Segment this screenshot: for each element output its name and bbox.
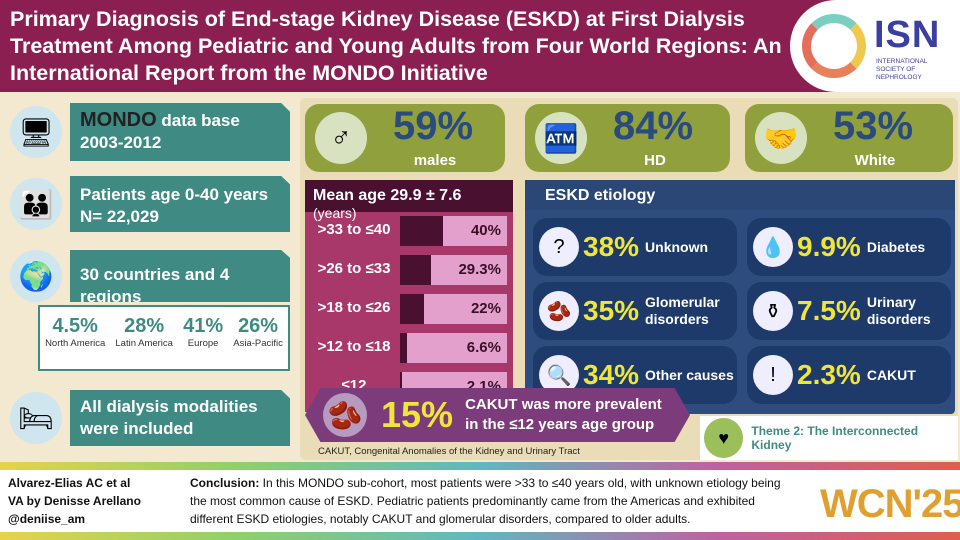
page-title: Primary Diagnosis of End-stage Kidney Di…: [10, 7, 782, 85]
male-symbol-icon: ♂: [315, 112, 367, 164]
age-bar: 22%: [400, 294, 507, 324]
age-title: Mean age 29.9 ± 7.6 (years): [305, 180, 513, 221]
age-value: 29.3%: [458, 261, 501, 278]
age-value: 40%: [470, 222, 501, 239]
region-north-america: 4.5% North America: [45, 315, 106, 349]
cakut-highlight: 🫘 15% CAKUT was more prevalent in the ≤12…: [305, 388, 690, 442]
age-bar-fill: [400, 216, 443, 246]
age-bar: 6.6%: [400, 333, 507, 363]
age-label: >33 to ≤40: [317, 221, 391, 238]
age-bar: 40%: [400, 216, 507, 246]
isn-ring-icon: [802, 14, 866, 78]
regions-box: 4.5% North America 28% Latin America 41% Eu…: [38, 305, 290, 371]
age-value: 22%: [470, 300, 501, 317]
modalities-box: All dialysis modalities were included: [70, 390, 290, 446]
age-bar-fill: [400, 333, 408, 363]
stat-white: 🤝 53% White: [745, 104, 953, 172]
age-bar-fill: [400, 255, 432, 285]
authors: Alvarez-Elias AC et al VA by Denisse Arel…: [8, 476, 141, 526]
etiology-card: ! 2.3% CAKUT: [747, 346, 951, 404]
countries-box: 30 countries and 4 regions: [70, 250, 290, 302]
hemodialysis-machine-icon: 🏧: [535, 112, 587, 164]
stat-males: ♂ 59% males: [305, 104, 505, 172]
age-bar: 29.3%: [400, 255, 507, 285]
region-latin-america: 28% Latin America: [115, 315, 173, 349]
footer: [0, 470, 960, 532]
hands-icon: 🤝: [755, 112, 807, 164]
isn-logo: ISN INTERNATIONAL SOCIETY OF NEPHROLOGY: [790, 0, 960, 92]
age-distribution: Mean age 29.9 ± 7.6 (years) >33 to ≤40 4…: [305, 180, 513, 412]
database-icon: 🖥: [10, 106, 62, 158]
age-row: >12 to ≤18 6.6%: [305, 331, 513, 364]
eskd-etiology: ESKD etiology ? 38% Unknown 💧 9.9% Diabetes 🫘 3…: [525, 180, 955, 414]
glucometer-icon: 💧: [753, 227, 793, 267]
database-box: MONDO data base 2003-2012: [70, 103, 290, 161]
stat-hd: 🏧 84% HD: [525, 104, 730, 172]
globe-icon: 🌍: [10, 250, 62, 302]
age-bar-fill: [400, 372, 403, 402]
etiology-card: 🫘 35% Glomerular disorders: [533, 282, 737, 340]
age-label: >12 to ≤18: [317, 338, 391, 355]
kidney-icon: 🫘: [539, 291, 579, 331]
conclusion: Conclusion: In this MONDO sub-cohort, mo…: [190, 476, 781, 526]
kidney-heart-icon: ♥: [704, 418, 744, 458]
age-row: >18 to ≤26 22%: [305, 292, 513, 325]
region-asia-pacific: 26% Asia-Pacific: [233, 315, 283, 349]
age-label: >18 to ≤26: [317, 299, 391, 316]
theme-badge: ♥ Theme 2: The Interconnected Kidney: [700, 416, 958, 460]
kidney-alert-icon: !: [753, 355, 793, 395]
patients-box: Patients age 0-40 years N= 22,029: [70, 176, 290, 232]
region-europe: 41% Europe: [183, 315, 224, 349]
question-icon: ?: [539, 227, 579, 267]
age-row: >26 to ≤33 29.3%: [305, 253, 513, 286]
age-value: 6.6%: [466, 339, 501, 356]
kidney-alert-icon: 🫘: [323, 393, 367, 437]
bladder-icon: ⚱: [753, 291, 793, 331]
footnote: CAKUT, Congenital Anomalies of the Kidne…: [318, 446, 580, 457]
age-label: >26 to ≤33: [317, 260, 391, 277]
dialysis-patient-icon: 🛏: [10, 392, 62, 444]
age-row: >33 to ≤40 40%: [305, 214, 513, 247]
wcn25-logo: WCN'25: [820, 482, 960, 526]
etiology-title: ESKD etiology: [525, 180, 955, 210]
family-icon: 👪: [10, 178, 62, 230]
mondo-logo: MONDO: [80, 109, 157, 131]
etiology-card: 💧 9.9% Diabetes: [747, 218, 951, 276]
etiology-card: ⚱ 7.5% Urinary disorders: [747, 282, 951, 340]
age-bar-fill: [400, 294, 424, 324]
etiology-card: ? 38% Unknown: [533, 218, 737, 276]
